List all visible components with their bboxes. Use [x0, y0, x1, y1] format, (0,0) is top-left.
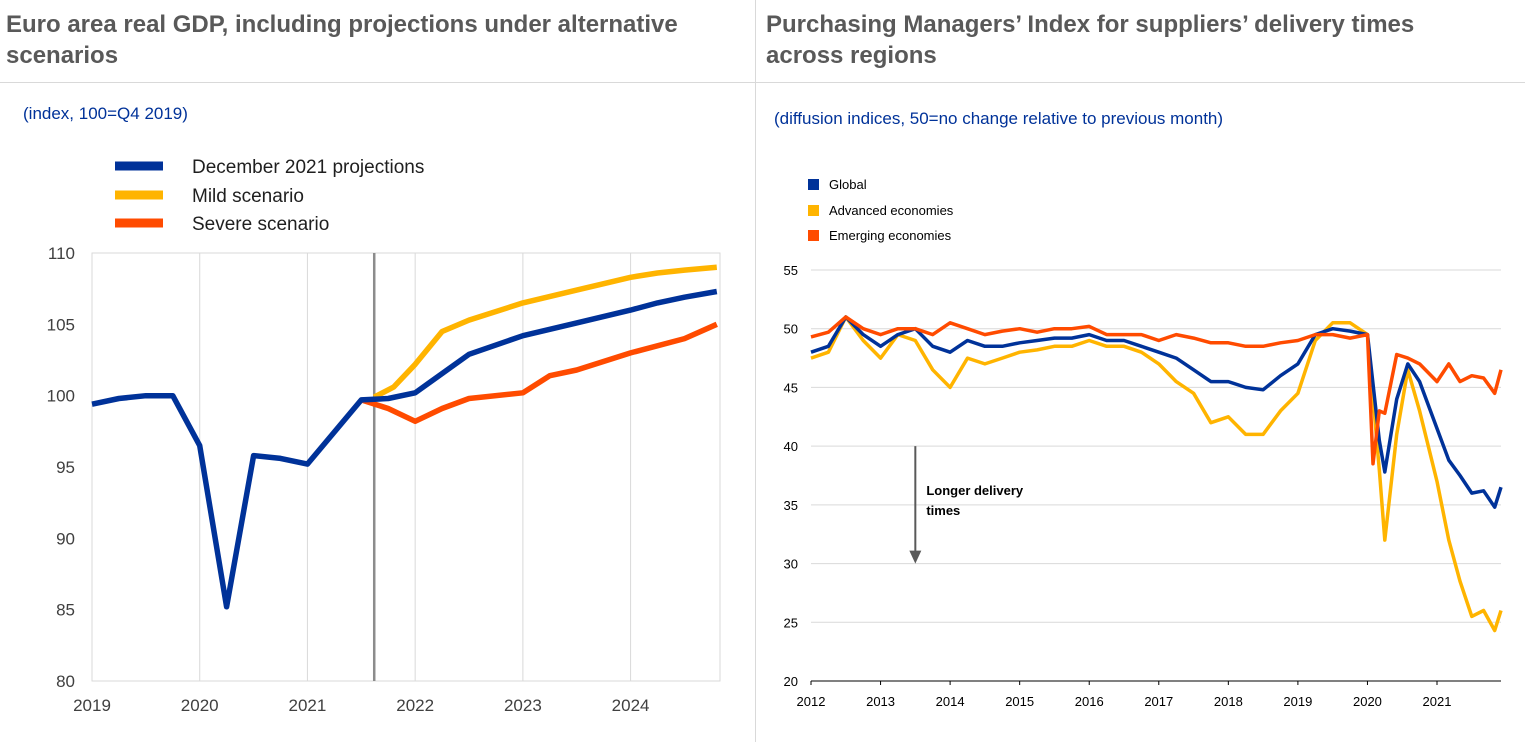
y-tick-label: 50 [784, 322, 798, 337]
y-tick-label: 20 [784, 674, 798, 689]
y-tick-label: 30 [784, 557, 798, 572]
gdp-line-chart: 2019 2020 2021 2022 2023 2024 80 85 90 95 100 105 11… [47, 157, 721, 715]
legend-label: Severe scenario [192, 214, 329, 235]
y-tick-label: 95 [56, 458, 75, 477]
annotation-arrow-head [909, 550, 922, 564]
x-tick-label: 2017 [1144, 694, 1173, 709]
x-tick-label: 2020 [1353, 694, 1382, 709]
gdp-panel: Euro area real GDP, including projection… [0, 0, 755, 742]
y-tick-label: 55 [784, 263, 798, 278]
legend-label: Advanced economies [829, 203, 954, 218]
legend-label: December 2021 projections [192, 157, 424, 178]
title-separator [756, 82, 1525, 83]
x-tick-label: 2023 [504, 696, 542, 715]
series-line-global [810, 315, 1503, 509]
y-tick-label: 40 [784, 439, 798, 454]
pmi-chart-title: Purchasing Managers’ Index for suppliers… [766, 11, 1415, 69]
gdp-chart-title: Euro area real GDP, including projection… [6, 11, 678, 69]
series-line-advanced-economies [810, 315, 1503, 633]
x-tick-label: 2020 [181, 696, 219, 715]
legend-label: Global [829, 177, 867, 192]
y-tick-label: 35 [784, 498, 798, 513]
series-line-severe-scenario [360, 321, 718, 425]
legend-label: Emerging economies [829, 228, 952, 243]
y-tick-label: 100 [47, 387, 75, 406]
pmi-panel: Purchasing Managers’ Index for suppliers… [756, 0, 1525, 742]
x-tick-label: 2021 [289, 696, 327, 715]
gdp-chart-subtitle: (index, 100=Q4 2019) [23, 104, 188, 123]
title-separator [0, 82, 755, 83]
x-tick-label: 2015 [1005, 694, 1034, 709]
x-tick-label: 2013 [866, 694, 895, 709]
x-tick-label: 2024 [612, 696, 650, 715]
x-tick-label: 2012 [797, 694, 826, 709]
x-tick-label: 2022 [396, 696, 434, 715]
x-tick-label: 2019 [73, 696, 111, 715]
x-tick-label: 2014 [936, 694, 965, 709]
legend-label: Mild scenario [192, 186, 304, 207]
series-line-december-2021-projections [91, 288, 718, 610]
series-line-emerging-economies [810, 315, 1503, 466]
y-tick-label: 80 [56, 672, 75, 691]
legend-swatch [808, 205, 819, 216]
annotation-text: Longer delivery [926, 483, 1024, 498]
pmi-chart-subtitle: (diffusion indices, 50=no change relativ… [774, 109, 1224, 128]
plot-area [91, 252, 721, 682]
y-tick-label: 110 [48, 244, 75, 263]
y-tick-label: 25 [784, 615, 798, 630]
panel-divider [755, 0, 756, 742]
y-tick-label: 90 [56, 529, 75, 548]
x-tick-label: 2016 [1075, 694, 1104, 709]
x-tick-label: 2019 [1283, 694, 1312, 709]
annotation-text: times [926, 503, 960, 518]
legend-swatch [808, 230, 819, 241]
x-tick-label: 2021 [1423, 694, 1452, 709]
series-line-mild-scenario [372, 264, 718, 400]
y-tick-label: 45 [784, 380, 798, 395]
y-tick-label: 105 [47, 315, 75, 334]
pmi-line-chart: 20 25 30 35 40 45 50 55 2012 2013 2014 2015 2016 2017… [784, 177, 1503, 709]
x-tick-label: 2018 [1214, 694, 1243, 709]
y-tick-label: 85 [56, 601, 75, 620]
legend-swatch [808, 179, 819, 190]
